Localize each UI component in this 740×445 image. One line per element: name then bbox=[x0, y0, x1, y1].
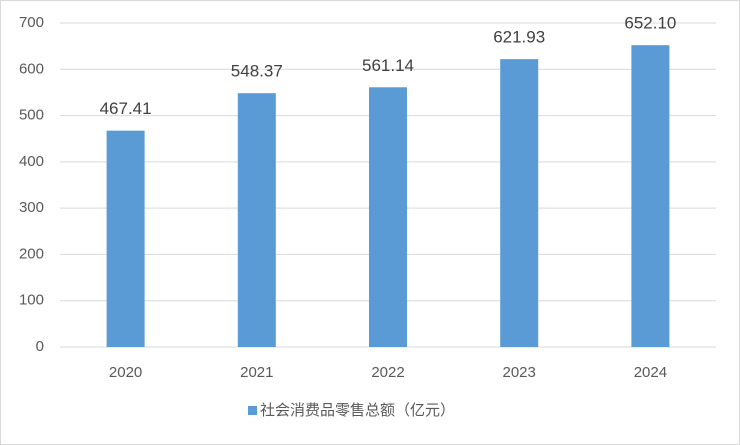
bar bbox=[631, 45, 670, 347]
x-tick-label: 2020 bbox=[109, 364, 142, 381]
value-label: 548.37 bbox=[231, 62, 283, 81]
legend-label: 社会消费品零售总额（亿元） bbox=[260, 402, 455, 419]
value-label: 652.10 bbox=[624, 14, 676, 33]
y-tick-label: 100 bbox=[19, 292, 44, 309]
bar bbox=[237, 93, 276, 347]
x-tick-label: 2023 bbox=[503, 364, 536, 381]
bar bbox=[106, 130, 145, 347]
bar bbox=[500, 59, 539, 348]
bar bbox=[369, 87, 407, 348]
y-tick-label: 400 bbox=[19, 153, 44, 170]
value-label: 467.41 bbox=[100, 99, 152, 118]
y-tick-label: 700 bbox=[19, 14, 44, 31]
x-tick-label: 2022 bbox=[371, 364, 404, 381]
y-tick-label: 500 bbox=[19, 107, 44, 124]
y-tick-label: 300 bbox=[19, 199, 44, 216]
x-tick-label: 2024 bbox=[634, 364, 667, 381]
legend-swatch bbox=[248, 406, 257, 415]
y-tick-label: 200 bbox=[19, 245, 44, 262]
value-label: 561.14 bbox=[362, 56, 414, 75]
y-tick-label: 600 bbox=[19, 60, 44, 77]
y-tick-label: 0 bbox=[36, 338, 44, 355]
value-label: 621.93 bbox=[493, 28, 545, 47]
x-tick-label: 2021 bbox=[240, 364, 273, 381]
